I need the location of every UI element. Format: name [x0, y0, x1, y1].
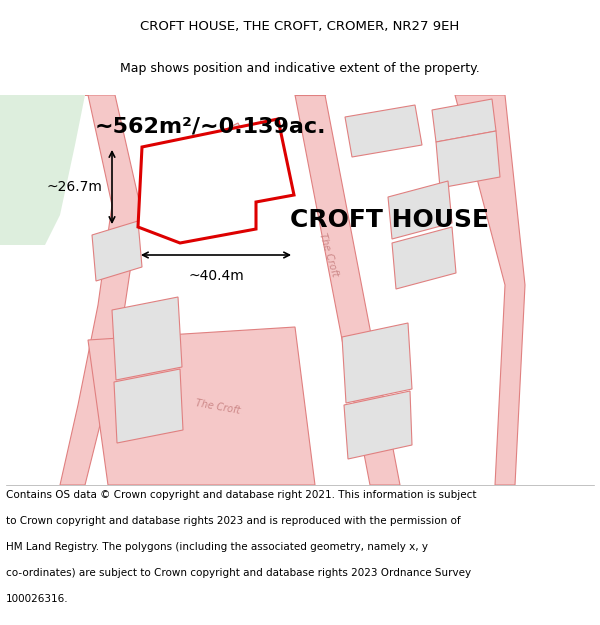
Polygon shape [388, 181, 452, 239]
Polygon shape [455, 95, 525, 485]
Polygon shape [345, 105, 422, 157]
Polygon shape [195, 123, 258, 185]
Text: 100026316.: 100026316. [6, 594, 68, 604]
Text: HM Land Registry. The polygons (including the associated geometry, namely x, y: HM Land Registry. The polygons (includin… [6, 542, 428, 552]
Text: The Croft: The Croft [317, 232, 340, 278]
Polygon shape [138, 119, 294, 243]
Polygon shape [432, 99, 496, 142]
Polygon shape [112, 297, 182, 380]
Polygon shape [392, 227, 456, 289]
Text: Map shows position and indicative extent of the property.: Map shows position and indicative extent… [120, 62, 480, 75]
Polygon shape [295, 95, 400, 485]
Text: ~562m²/~0.139ac.: ~562m²/~0.139ac. [94, 117, 326, 137]
Polygon shape [342, 323, 412, 403]
Polygon shape [0, 95, 85, 245]
Text: Contains OS data © Crown copyright and database right 2021. This information is : Contains OS data © Crown copyright and d… [6, 491, 476, 501]
Polygon shape [88, 327, 315, 485]
Text: The Croft: The Croft [195, 398, 241, 416]
Text: CROFT HOUSE, THE CROFT, CROMER, NR27 9EH: CROFT HOUSE, THE CROFT, CROMER, NR27 9EH [140, 20, 460, 33]
Text: CROFT HOUSE: CROFT HOUSE [290, 208, 490, 232]
Text: co-ordinates) are subject to Crown copyright and database rights 2023 Ordnance S: co-ordinates) are subject to Crown copyr… [6, 569, 471, 579]
Text: ~26.7m: ~26.7m [46, 180, 102, 194]
Polygon shape [60, 95, 140, 485]
Polygon shape [92, 221, 142, 281]
Polygon shape [114, 369, 183, 443]
Text: ~40.4m: ~40.4m [188, 269, 244, 283]
Polygon shape [344, 391, 412, 459]
Polygon shape [436, 131, 500, 188]
Text: to Crown copyright and database rights 2023 and is reproduced with the permissio: to Crown copyright and database rights 2… [6, 516, 461, 526]
